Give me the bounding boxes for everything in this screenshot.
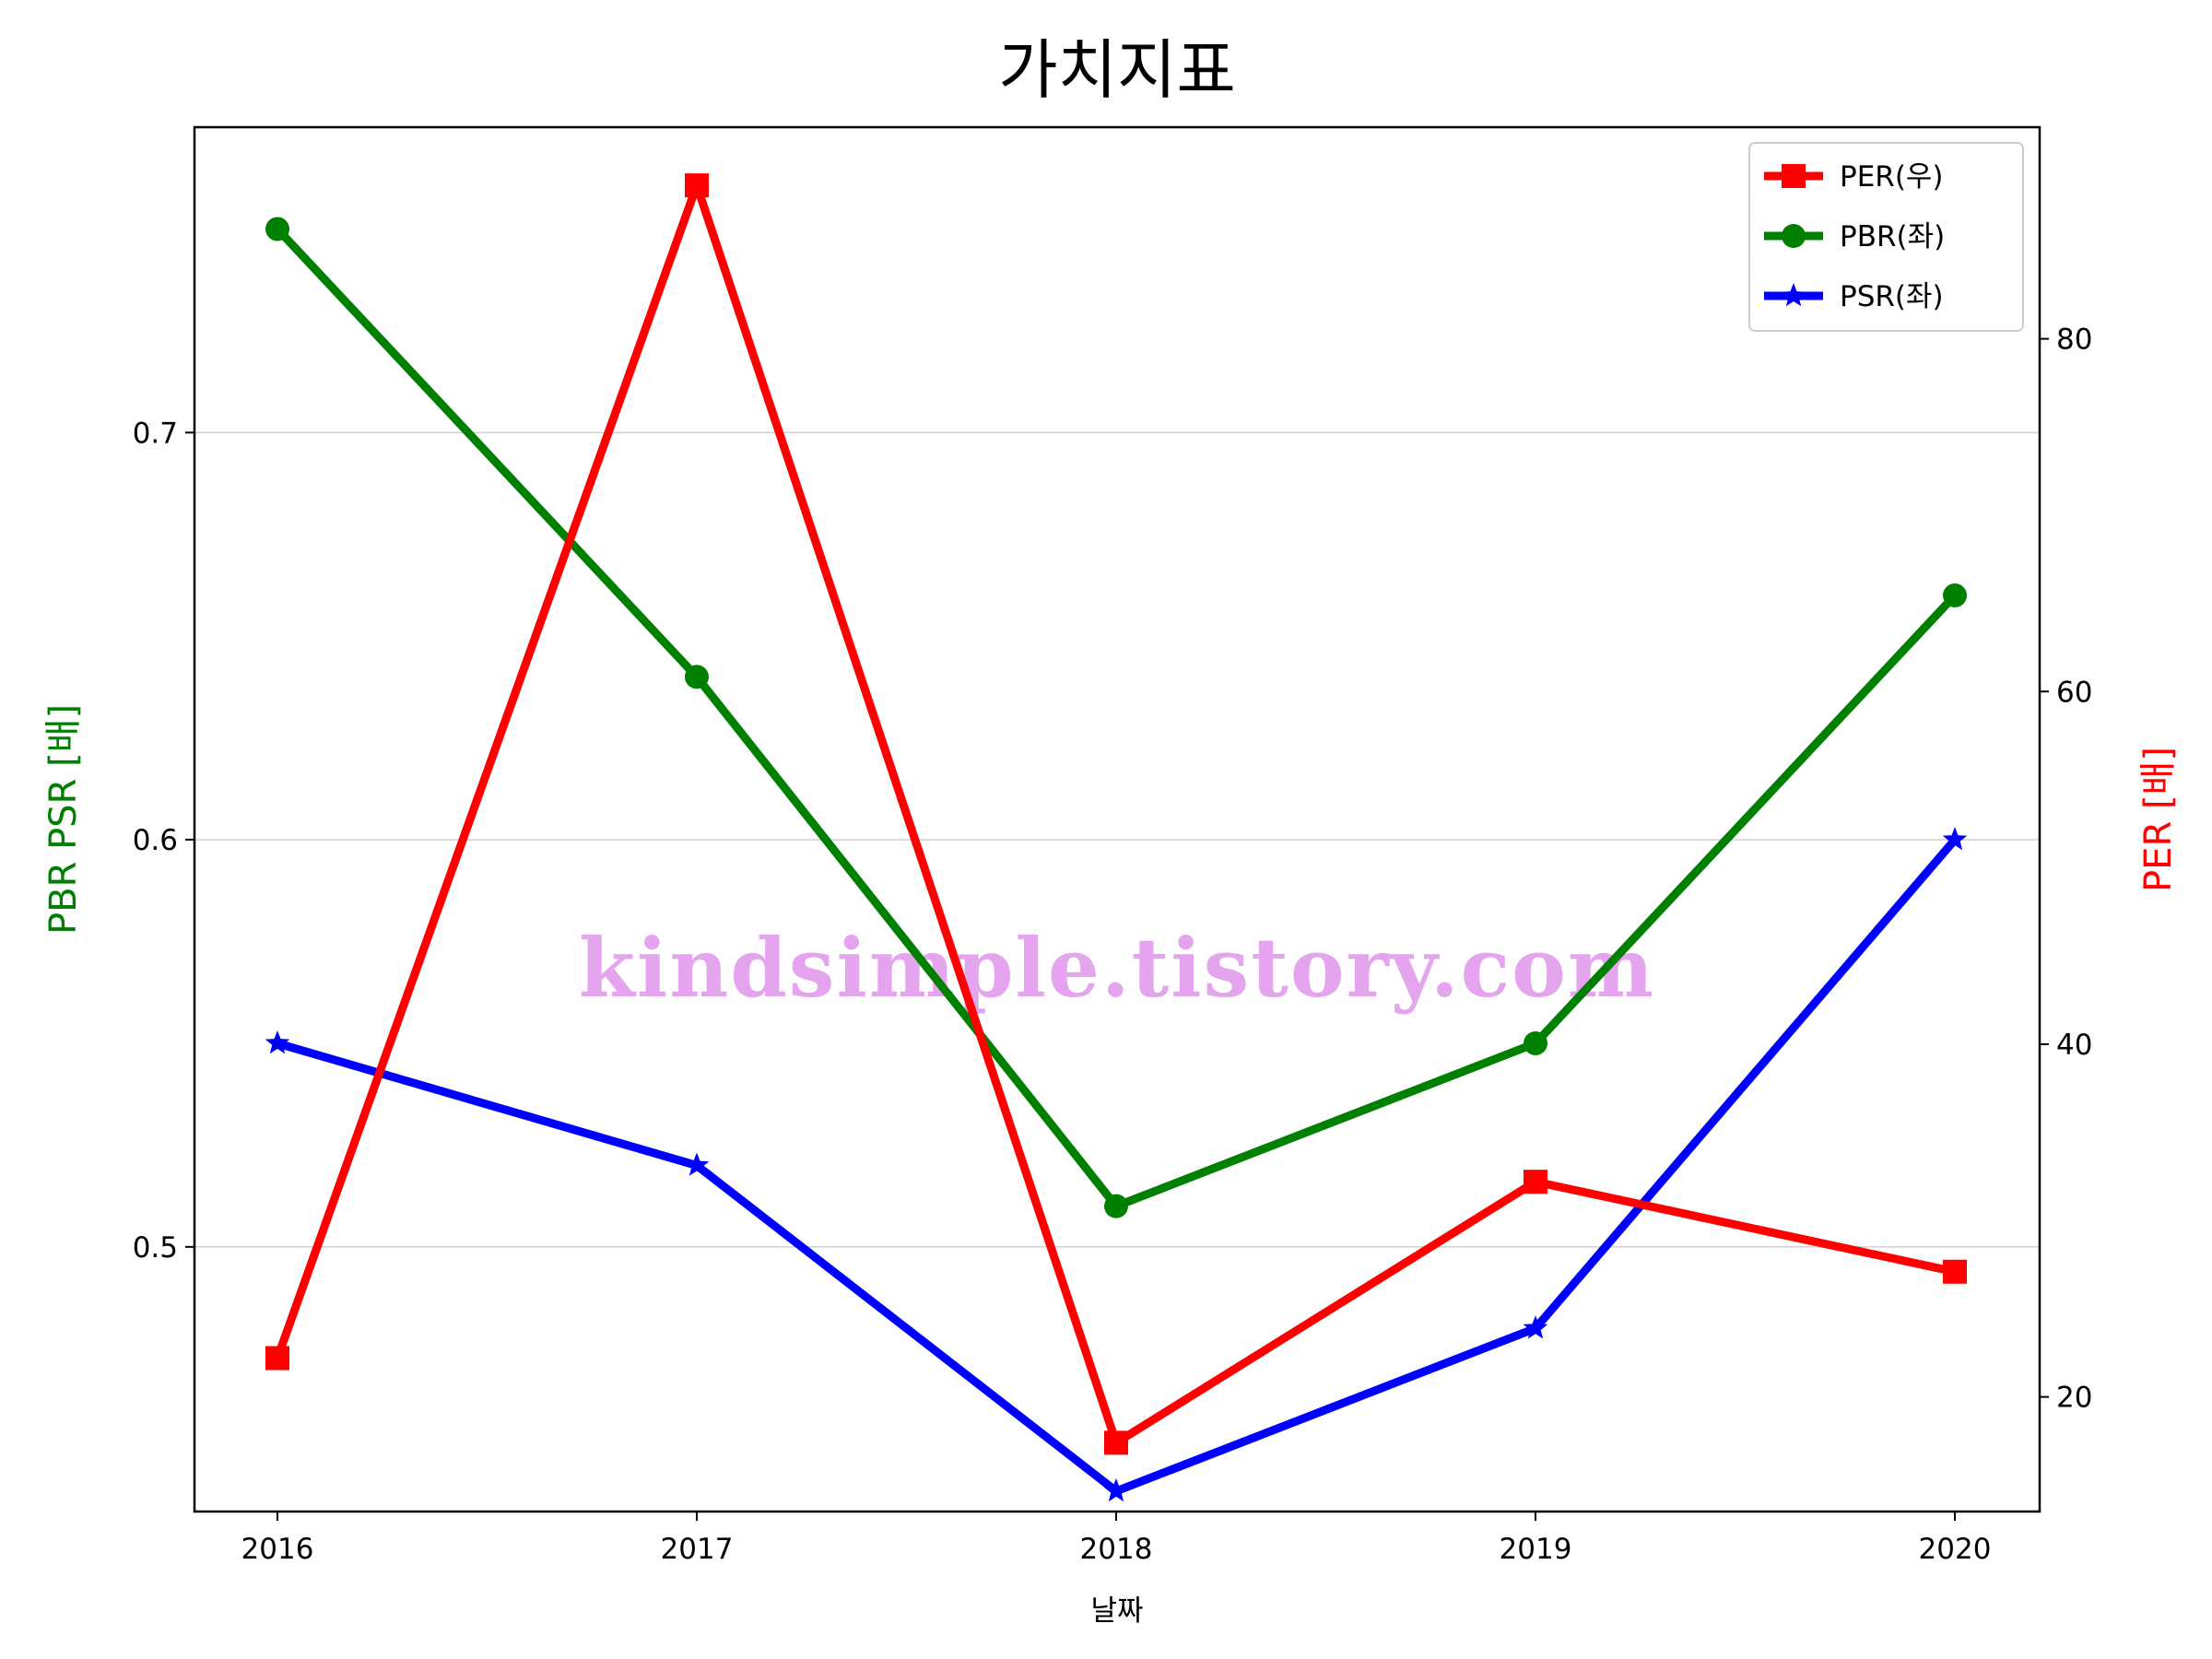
left-y-tick-label: 0.7 (133, 417, 178, 450)
x-tick-label: 2019 (1500, 1533, 1572, 1566)
data-point (1943, 1259, 1967, 1284)
series-square (265, 172, 1967, 1455)
series-star (265, 827, 1968, 1502)
left-y-axis: 0.5 0.6 0.7 (133, 417, 194, 1265)
data-point (265, 217, 289, 241)
grid (194, 431, 2040, 1248)
x-tick-label: 2020 (1919, 1533, 1992, 1566)
right-y-axis-label: PER [배] (2137, 747, 2180, 892)
right-y-tick-label: 40 (2056, 1029, 2092, 1062)
watermark: kindsimple.tistory.com (579, 920, 1655, 1016)
data-point (684, 1152, 710, 1176)
legend-label: PBR(좌) (1840, 220, 1945, 253)
left-y-tick-label: 0.6 (133, 824, 178, 857)
data-point (1524, 1170, 1547, 1194)
right-y-axis: 20 40 60 80 (2040, 324, 2092, 1415)
data-point (685, 665, 709, 689)
legend-item: PER(우) (1764, 160, 1944, 194)
data-point (1104, 1194, 1128, 1218)
legend-label: PER(우) (1840, 160, 1944, 194)
legend-label: PSR(좌) (1840, 280, 1944, 313)
watermark-text: kindsimple.tistory.com (579, 920, 1655, 1016)
series-circle (265, 217, 1967, 1218)
data-point (1104, 1430, 1128, 1455)
legend-marker (1781, 283, 1806, 307)
legend-box (1748, 142, 2024, 332)
data-point (1523, 1315, 1548, 1339)
x-tick-label: 2016 (241, 1533, 314, 1566)
right-y-tick-label: 80 (2056, 324, 2092, 357)
x-axis: 2016 2017 2018 2019 2020 (241, 1512, 1992, 1566)
data-point (1103, 1477, 1129, 1502)
legend-item: PBR(좌) (1764, 220, 1945, 253)
right-y-tick-label: 20 (2056, 1382, 2092, 1415)
x-tick-label: 2018 (1080, 1533, 1153, 1566)
x-axis-label: 날짜 (1090, 1594, 1143, 1628)
chart-title: 가치지표 (998, 32, 1236, 108)
legend-item: PSR(좌) (1764, 280, 1944, 313)
data-point (1524, 1030, 1547, 1055)
legend-marker (1782, 224, 1806, 248)
x-tick-label: 2017 (661, 1533, 734, 1566)
series-lines (265, 172, 1968, 1502)
data-point (1943, 583, 1967, 608)
data-point (265, 1030, 290, 1054)
left-y-tick-label: 0.5 (133, 1231, 178, 1265)
data-point (685, 173, 709, 198)
right-y-tick-label: 60 (2056, 676, 2092, 709)
data-point (1942, 827, 1968, 851)
left-y-axis-label: PBR PSR [배] (42, 704, 85, 935)
legend: PER(우) PBR(좌) PSR(좌) (1748, 142, 2024, 332)
data-point (265, 1346, 289, 1371)
legend-marker (1782, 164, 1806, 188)
